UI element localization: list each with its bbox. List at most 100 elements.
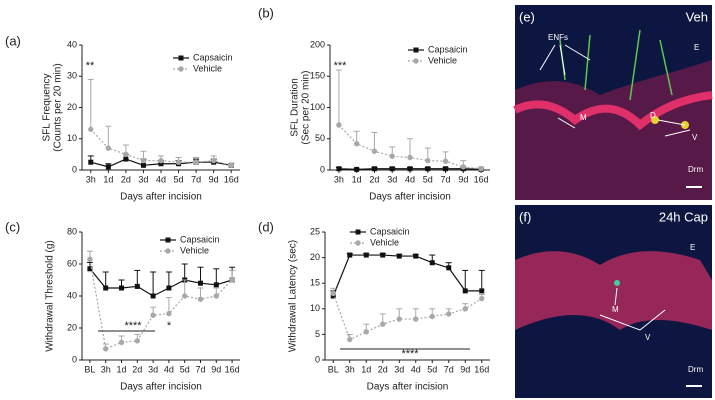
x-tick-label: 1d: [103, 174, 113, 184]
x-tick-label: 1d: [352, 174, 362, 184]
image-annotation: M: [580, 113, 587, 122]
marker: [442, 158, 449, 164]
marker: [407, 154, 413, 161]
y-tick-label: 5: [315, 329, 320, 339]
marker: [150, 293, 156, 299]
y-tick-label: 20: [67, 102, 77, 112]
x-tick-label: 9d: [211, 364, 221, 374]
marker: [158, 161, 164, 167]
marker: [460, 164, 467, 170]
marker: [354, 166, 360, 172]
annotation: ****: [124, 320, 142, 332]
x-axis-title: Days after incision: [120, 192, 202, 203]
marker: [140, 162, 146, 168]
x-axis-title: Days after incision: [120, 382, 202, 393]
marker: [197, 296, 204, 302]
marker: [182, 293, 188, 299]
marker: [380, 321, 386, 327]
x-tick-label: 5d: [427, 364, 437, 374]
series-line: [89, 268, 233, 297]
x-tick-label: 7d: [195, 364, 205, 374]
x-tick-label: 4d: [164, 364, 174, 374]
x-tick-label: 3h: [334, 174, 344, 184]
y-tick-label: 60: [67, 258, 77, 268]
x-tick-label: 3h: [101, 364, 111, 374]
y-tick-label: 150: [310, 71, 325, 81]
marker: [651, 116, 659, 124]
legend-marker: [413, 58, 419, 64]
y-axis-title: (Counts per 20 min): [53, 63, 64, 151]
marker: [413, 316, 419, 322]
marker: [479, 295, 485, 302]
marker: [88, 159, 94, 165]
y-tick-label: 50: [315, 133, 325, 143]
legend-label: Vehicle: [370, 237, 399, 247]
annotation: ***: [334, 60, 348, 72]
x-axis-title: Days after incision: [367, 382, 449, 393]
x-tick-label: 3d: [394, 364, 404, 374]
marker: [330, 290, 336, 297]
x-tick-label: 2d: [121, 174, 131, 184]
marker: [389, 153, 395, 159]
marker: [371, 166, 377, 172]
marker: [462, 288, 468, 294]
marker: [413, 253, 419, 259]
marker: [396, 253, 402, 259]
legend-label: Vehicle: [180, 245, 209, 255]
y-tick-label: 10: [310, 303, 320, 313]
marker: [166, 285, 172, 291]
y-axis-title: SFL Duration: [290, 78, 301, 137]
marker: [336, 166, 342, 172]
x-tick-label: BL: [328, 364, 339, 374]
image-label: 24h Cap: [659, 209, 708, 224]
y-tick-label: 40: [67, 290, 77, 300]
x-tick-label: 3h: [345, 364, 355, 374]
panel-label: (b): [258, 5, 274, 20]
y-tick-label: 80: [67, 226, 77, 236]
y-tick-label: 0: [315, 354, 320, 364]
y-tick-label: 15: [310, 278, 320, 288]
marker: [478, 166, 484, 172]
panel-label: (d): [258, 219, 274, 234]
panel-label: (c): [5, 219, 20, 234]
image-annotation: ENFs: [548, 33, 568, 42]
marker: [118, 339, 125, 346]
x-tick-label: 7d: [191, 174, 201, 184]
legend-marker: [165, 248, 171, 254]
y-tick-label: 25: [310, 226, 320, 236]
legend-label: Capsaicin: [193, 52, 233, 62]
y-tick-label: 10: [67, 133, 77, 143]
tissue: [515, 60, 712, 200]
marker: [166, 310, 172, 317]
marker: [396, 316, 402, 322]
image-annotation: E: [690, 243, 695, 252]
marker: [87, 256, 93, 262]
marker: [371, 148, 378, 154]
marker: [150, 312, 156, 318]
marker: [134, 338, 140, 344]
marker: [479, 288, 485, 294]
marker: [429, 313, 435, 320]
marker: [446, 265, 452, 271]
x-tick-label: 4d: [156, 174, 166, 184]
y-axis-title: (Sec per 20 min): [301, 71, 312, 145]
marker: [347, 252, 353, 258]
marker: [119, 285, 124, 291]
y-tick-label: 40: [67, 39, 77, 49]
x-tick-label: 16d: [224, 174, 239, 184]
marker: [103, 346, 109, 352]
legend-marker: [355, 229, 361, 235]
marker: [193, 159, 199, 165]
x-axis-title: Days after incision: [369, 192, 451, 203]
x-tick-label: 3h: [86, 174, 96, 184]
y-axis-title: Withdrawal Threshold (g): [45, 240, 56, 352]
y-tick-label: 200: [310, 39, 325, 49]
marker: [105, 164, 111, 170]
marker: [443, 166, 449, 172]
marker: [123, 156, 129, 162]
marker: [228, 162, 234, 169]
scale-bar: [686, 186, 702, 188]
x-tick-label: 7d: [441, 174, 451, 184]
annotation: ****: [401, 348, 419, 360]
